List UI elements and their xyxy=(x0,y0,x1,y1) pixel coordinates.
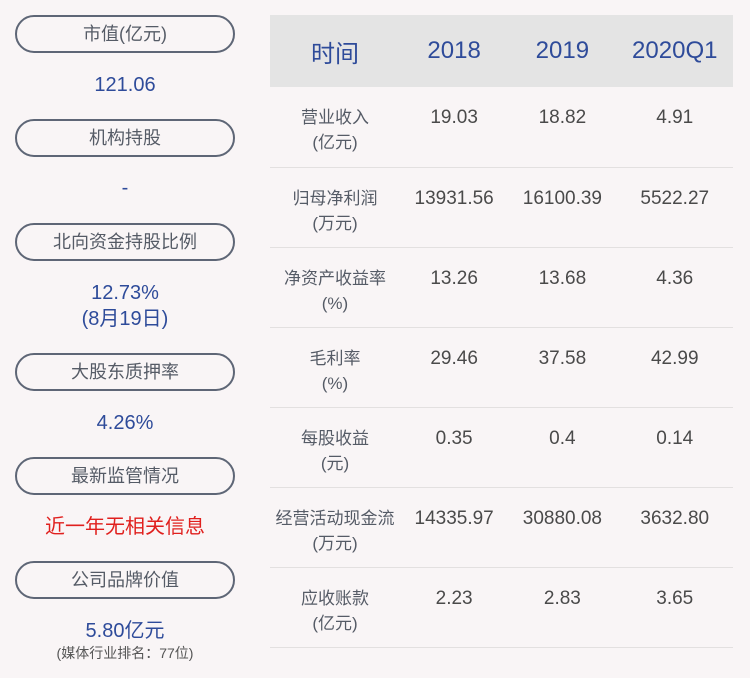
row-label: 营业收入 (亿元) xyxy=(270,87,400,168)
market-cap-label: 市值(亿元) xyxy=(15,15,235,53)
table-row: 应收账款 (亿元) 2.23 2.83 3.65 xyxy=(270,567,733,648)
metric-unit: (元) xyxy=(320,453,350,473)
metric-name: 毛利率 xyxy=(309,348,361,368)
regulatory-status-value: 近一年无相关信息 xyxy=(45,516,205,538)
row-label: 经营活动现金流 (万元) xyxy=(270,487,400,568)
financial-table: 时间 2018 2019 2020Q1 营业收入 (亿元) 19.03 18.82 4.… xyxy=(270,15,733,648)
metric-name: 营业收入 xyxy=(301,108,369,127)
metric-name: 归母净利润 xyxy=(292,188,378,208)
table-row: 净资产收益率 (%) 13.26 13.68 4.36 xyxy=(270,247,733,328)
cell-value: 2.23 xyxy=(400,567,509,648)
cell-value: 13.26 xyxy=(400,247,509,328)
header-2020q1: 2020Q1 xyxy=(616,15,733,87)
cell-value: 0.14 xyxy=(616,407,733,488)
pledge-ratio-label: 大股东质押率 xyxy=(15,353,235,391)
table-row: 营业收入 (亿元) 19.03 18.82 4.91 xyxy=(270,87,733,168)
institutional-holding-value: - xyxy=(121,177,129,199)
institutional-holding-label: 机构持股 xyxy=(15,119,235,157)
cell-value: 2.83 xyxy=(508,567,617,648)
table-row: 毛利率 (%) 29.46 37.58 42.99 xyxy=(270,327,733,408)
metric-unit: (万元) xyxy=(312,213,358,233)
cell-value: 4.91 xyxy=(616,87,733,168)
cell-value: 14335.97 xyxy=(400,487,509,568)
northbound-holding-value: 12.73% xyxy=(91,282,159,304)
metric-unit: (亿元) xyxy=(312,133,358,152)
cell-value: 37.58 xyxy=(508,327,617,408)
header-time: 时间 xyxy=(270,15,400,87)
cell-value: 13.68 xyxy=(508,247,617,328)
row-label: 应收账款 (亿元) xyxy=(270,567,400,648)
metric-name: 净资产收益率 xyxy=(284,268,386,288)
cell-value: 3632.80 xyxy=(616,487,733,568)
metric-name: 应收账款 xyxy=(301,588,369,608)
cell-value: 5522.27 xyxy=(616,167,733,248)
table-header: 时间 2018 2019 2020Q1 xyxy=(270,15,733,87)
cell-value: 42.99 xyxy=(616,327,733,408)
row-label: 每股收益 (元) xyxy=(270,407,400,488)
northbound-holding-date: (8月19日) xyxy=(81,308,169,330)
row-label: 归母净利润 (万元) xyxy=(270,167,400,248)
cell-value: 30880.08 xyxy=(508,487,617,568)
cell-value: 18.82 xyxy=(508,87,617,168)
table-row: 经营活动现金流 (万元) 14335.97 30880.08 3632.80 xyxy=(270,487,733,568)
table-row: 每股收益 (元) 0.35 0.4 0.14 xyxy=(270,407,733,488)
brand-value-rank: (媒体行业排名：77位) xyxy=(56,645,194,661)
northbound-holding-label: 北向资金持股比例 xyxy=(15,223,235,261)
metric-unit: (%) xyxy=(321,373,349,393)
cell-value: 0.35 xyxy=(400,407,509,488)
row-label: 毛利率 (%) xyxy=(270,327,400,408)
header-2018: 2018 xyxy=(400,15,509,87)
pledge-ratio-value: 4.26% xyxy=(96,412,154,434)
metric-name: 每股收益 xyxy=(301,428,369,448)
header-2019: 2019 xyxy=(508,15,617,87)
regulatory-status-label: 最新监管情况 xyxy=(15,457,235,495)
row-label: 净资产收益率 (%) xyxy=(270,247,400,328)
metric-unit: (亿元) xyxy=(312,613,358,633)
cell-value: 13931.56 xyxy=(400,167,509,248)
cell-value: 16100.39 xyxy=(508,167,617,248)
brand-value-label: 公司品牌价值 xyxy=(15,561,235,599)
metric-name: 经营活动现金流 xyxy=(275,508,395,528)
cell-value: 29.46 xyxy=(400,327,509,408)
cell-value: 0.4 xyxy=(508,407,617,488)
cell-value: 3.65 xyxy=(616,567,733,648)
cell-value: 4.36 xyxy=(616,247,733,328)
metric-unit: (%) xyxy=(321,293,349,313)
table-row: 归母净利润 (万元) 13931.56 16100.39 5522.27 xyxy=(270,167,733,248)
market-cap-value: 121.06 xyxy=(94,74,156,96)
metric-unit: (万元) xyxy=(312,533,358,553)
brand-value-value: 5.80亿元 xyxy=(85,620,165,642)
cell-value: 19.03 xyxy=(400,87,509,168)
